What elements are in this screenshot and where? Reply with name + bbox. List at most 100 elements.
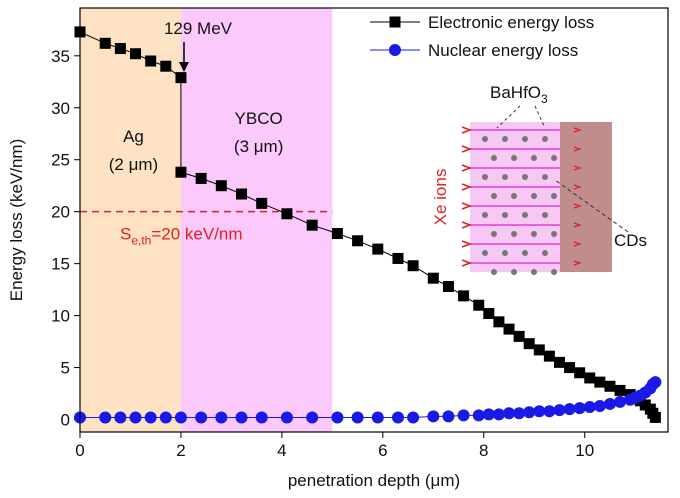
data-point bbox=[99, 411, 112, 424]
inset-ion-arrow bbox=[573, 241, 582, 247]
inset-ion-arrow bbox=[573, 127, 582, 133]
inset-pointer bbox=[496, 105, 546, 129]
y-tick-label: 15 bbox=[51, 255, 70, 274]
inset-particle bbox=[531, 193, 537, 199]
data-point bbox=[235, 411, 248, 424]
inset-ion-arrow bbox=[573, 260, 582, 266]
y-axis-label: Energy loss (keV/nm) bbox=[7, 139, 26, 302]
data-point bbox=[523, 406, 536, 419]
inset-particle bbox=[542, 136, 548, 142]
inset-particle bbox=[502, 174, 508, 180]
data-point bbox=[114, 43, 126, 55]
inset-particle bbox=[502, 250, 508, 256]
inset-ions-label: Xe ions bbox=[431, 169, 450, 226]
data-point bbox=[458, 290, 470, 302]
data-point bbox=[614, 395, 627, 408]
x-tick-label: 10 bbox=[575, 441, 594, 460]
inset-ion-arrow bbox=[461, 259, 473, 267]
inset-tracks-label: CDs bbox=[614, 231, 647, 250]
threshold-label-part: e,th bbox=[131, 234, 151, 248]
data-point bbox=[543, 350, 555, 362]
inset: Xe ions BaHfO3 CDs bbox=[431, 83, 647, 275]
data-point bbox=[306, 411, 319, 424]
data-point bbox=[604, 380, 616, 392]
inset-particle bbox=[482, 250, 488, 256]
inset-particle bbox=[542, 250, 548, 256]
data-point bbox=[255, 411, 268, 424]
data-point bbox=[130, 48, 142, 60]
inset-tracks bbox=[461, 126, 582, 275]
data-point bbox=[351, 411, 364, 424]
inset-particle bbox=[511, 231, 517, 237]
regions: Ag (2 μm) YBCO (3 μm) Se,th=20 keV/nm bbox=[80, 8, 333, 432]
inset-particle bbox=[522, 136, 528, 142]
data-point bbox=[492, 408, 505, 421]
x-tick-label: 2 bbox=[176, 441, 185, 460]
data-point bbox=[583, 401, 596, 414]
data-point bbox=[99, 37, 111, 49]
data-point bbox=[159, 411, 172, 424]
inset-ion-arrow bbox=[573, 203, 582, 209]
data-point bbox=[543, 405, 556, 418]
region-label: YBCO bbox=[235, 109, 283, 128]
data-point bbox=[503, 407, 516, 420]
data-point bbox=[129, 411, 142, 424]
inset-ion-arrow bbox=[573, 165, 582, 171]
data-point bbox=[256, 197, 268, 209]
data-point bbox=[473, 299, 485, 311]
data-point bbox=[215, 180, 227, 192]
y-tick-label: 20 bbox=[51, 203, 70, 222]
data-point bbox=[175, 166, 187, 178]
data-point bbox=[144, 411, 157, 424]
legend-marker bbox=[389, 44, 401, 56]
data-point bbox=[174, 411, 187, 424]
data-point bbox=[281, 208, 293, 220]
data-point bbox=[442, 410, 455, 423]
threshold-label: Se,th=20 keV/nm bbox=[120, 225, 243, 248]
legend-marker bbox=[389, 16, 401, 28]
inset-particle bbox=[531, 231, 537, 237]
data-point bbox=[584, 372, 596, 384]
data-point bbox=[564, 362, 576, 374]
inset-particle bbox=[482, 212, 488, 218]
inset-particle bbox=[551, 193, 557, 199]
x-axis-label: penetration depth (μm) bbox=[288, 471, 460, 490]
data-point bbox=[331, 228, 343, 240]
inset-particle bbox=[491, 269, 497, 275]
inset-ion-arrow bbox=[461, 202, 473, 210]
data-point bbox=[574, 367, 586, 379]
data-point bbox=[614, 384, 626, 396]
inset-particles-text: BaHfO bbox=[490, 83, 541, 102]
data-point bbox=[573, 402, 586, 415]
data-point bbox=[442, 281, 454, 293]
plot: 0 2 4 6 8 10 0 5 10 15 20 25 30 35 bbox=[51, 26, 662, 460]
data-point bbox=[457, 409, 470, 422]
inset-ion-arrow bbox=[461, 183, 473, 191]
data-point bbox=[523, 338, 535, 350]
inset-particle bbox=[491, 231, 497, 237]
data-point bbox=[236, 188, 248, 200]
inset-particle bbox=[491, 155, 497, 161]
inset-particle bbox=[542, 174, 548, 180]
inset-ion-arrow bbox=[461, 240, 473, 248]
data-point bbox=[114, 411, 127, 424]
data-point bbox=[145, 55, 157, 67]
data-point bbox=[371, 411, 384, 424]
data-point bbox=[513, 330, 525, 342]
inset-ion-arrow bbox=[461, 221, 473, 229]
data-point bbox=[175, 72, 187, 84]
inset-particle bbox=[551, 269, 557, 275]
data-point bbox=[407, 411, 420, 424]
data-point bbox=[563, 403, 576, 416]
data-point bbox=[483, 308, 495, 320]
data-point bbox=[306, 219, 318, 231]
inset-ion-arrow bbox=[573, 146, 582, 152]
inset-pointer bbox=[554, 179, 629, 233]
plot-frame bbox=[79, 7, 669, 433]
inset-particle bbox=[511, 269, 517, 275]
data-point bbox=[503, 323, 515, 335]
inset-particle bbox=[482, 136, 488, 142]
legend-label: Nuclear energy loss bbox=[428, 41, 578, 60]
inset-particle bbox=[511, 193, 517, 199]
